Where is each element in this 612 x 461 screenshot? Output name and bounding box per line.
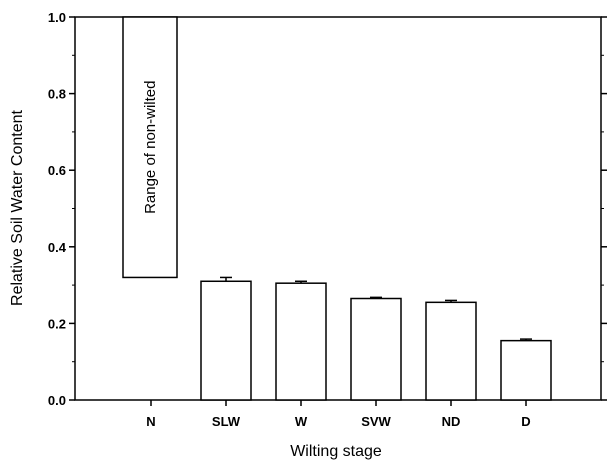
bar bbox=[500, 339, 552, 401]
bar bbox=[425, 301, 477, 401]
y-axis: 0.0 0.2 0.4 0.6 0.8 1.0 bbox=[48, 10, 607, 408]
range-layer: Range of non-wilted bbox=[122, 16, 178, 279]
x-tick-label: W bbox=[295, 414, 308, 429]
y-tick-label: 0.6 bbox=[48, 163, 66, 178]
y-tick-label: 0.2 bbox=[48, 316, 66, 331]
range-label: Range of non-wilted bbox=[142, 81, 159, 214]
x-tick-label: SLW bbox=[212, 414, 241, 429]
x-tick-label: N bbox=[146, 414, 155, 429]
range-box bbox=[122, 16, 178, 279]
bar bbox=[350, 297, 402, 401]
y-axis-title: Relative Soil Water Content bbox=[9, 109, 26, 305]
bars-layer bbox=[200, 276, 552, 401]
y-tick-label: 1.0 bbox=[48, 10, 66, 25]
y-tick-label: 0.8 bbox=[48, 87, 66, 102]
x-axis-title: Wilting stage bbox=[290, 443, 382, 460]
y-tick-label: 0.4 bbox=[48, 240, 67, 255]
x-tick-label: ND bbox=[442, 414, 461, 429]
x-axis: N SLW W SVW ND D bbox=[146, 400, 531, 429]
y-tick-label: 0.0 bbox=[48, 393, 66, 408]
x-tick-label: D bbox=[521, 414, 530, 429]
x-tick-label: SVW bbox=[361, 414, 391, 429]
bar bbox=[200, 280, 252, 401]
bar bbox=[275, 282, 327, 401]
